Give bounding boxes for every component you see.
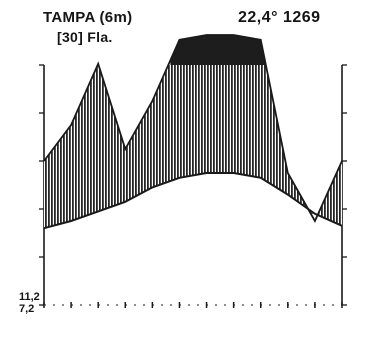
mean-temp-annual-precip: 22,4° 1269 bbox=[238, 9, 321, 27]
observation-years: [30] Fla. bbox=[57, 29, 113, 45]
humid-season-area bbox=[44, 65, 342, 228]
month-ticks bbox=[44, 302, 342, 308]
coldest-month-mean-min: 11,2 bbox=[19, 292, 40, 303]
absolute-min: 7,2 bbox=[19, 304, 34, 315]
humid-period-hatch bbox=[319, 161, 342, 226]
humid-period-hatch bbox=[44, 65, 306, 228]
station-name: TAMPA (6m) bbox=[43, 9, 132, 26]
